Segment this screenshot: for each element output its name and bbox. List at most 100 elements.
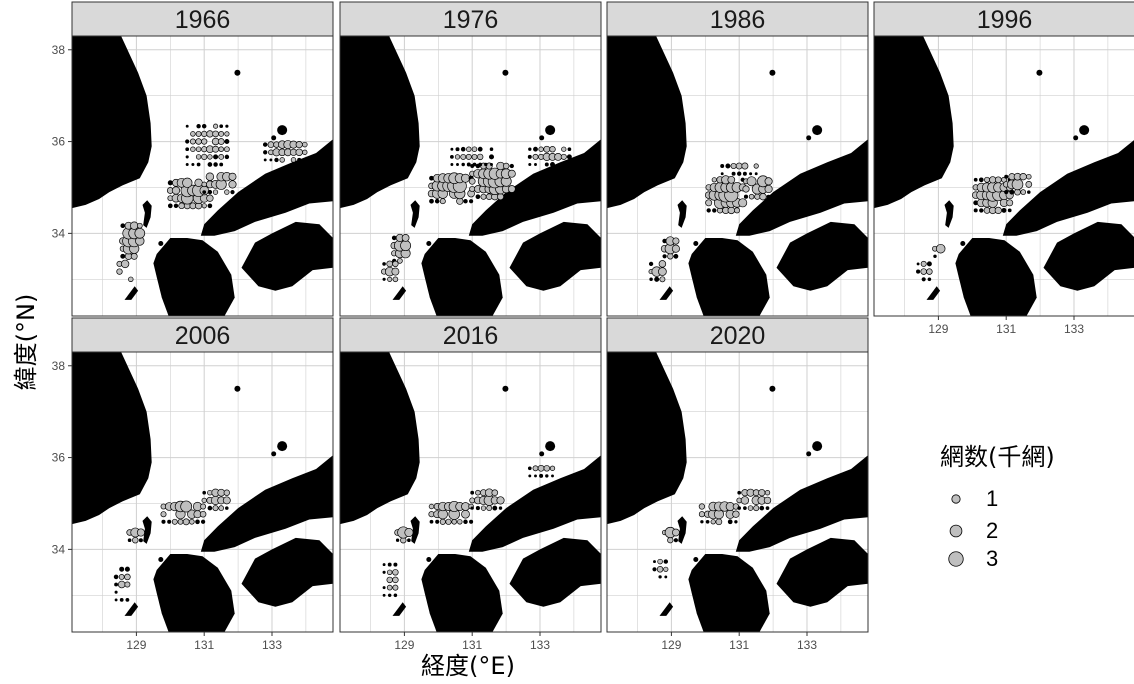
- islet: [545, 125, 556, 136]
- islet: [277, 125, 288, 136]
- effort-bubble-goto-west: [386, 260, 394, 268]
- effort-bubble-goto-west: [124, 573, 131, 581]
- effort-bubble-genkai-nada: [698, 511, 705, 518]
- effort-bubble-sanin-offshore: [740, 496, 750, 505]
- effort-bubble-sanin-offshore: [759, 505, 765, 511]
- effort-bubble-goto-west: [124, 581, 131, 588]
- effort-bubble-tsushima-west: [673, 538, 679, 543]
- effort-bubble-goto-west: [652, 567, 657, 572]
- honshu-island: [1002, 140, 1134, 236]
- effort-bubble-sanin-offshore: [475, 194, 481, 200]
- y-tick-label: 34: [52, 226, 66, 240]
- effort-bubble-north-scatter: [455, 147, 460, 152]
- effort-bubble-sanin-offshore: [202, 190, 207, 194]
- y-axis-title: 緯度(°N): [12, 294, 40, 391]
- x-tick-label: 129: [394, 638, 414, 652]
- panel-2020: 2020 129 131 133: [606, 317, 869, 652]
- effort-bubble-goto-west: [117, 580, 126, 589]
- effort-bubble-genkai-nada: [711, 177, 717, 183]
- effort-bubble-oki-east: [534, 163, 537, 166]
- effort-bubble-north-scatter: [207, 162, 213, 167]
- effort-bubble-north-scatter: [731, 171, 736, 176]
- effort-bubble-genkai-nada: [979, 208, 984, 213]
- land-masses: [340, 352, 601, 632]
- effort-bubble-genkai-nada: [167, 180, 173, 186]
- effort-bubble-goto-west: [387, 569, 393, 575]
- islet: [977, 282, 986, 291]
- islet: [710, 282, 719, 291]
- effort-bubble-sanin-offshore: [223, 489, 230, 496]
- effort-bubble-genkai-nada: [429, 175, 434, 181]
- effort-bubble-north-scatter: [725, 163, 731, 169]
- effort-bubble-genkai-nada: [173, 203, 179, 209]
- effort-bubble-tsushima-west: [671, 244, 680, 253]
- islet: [545, 441, 556, 452]
- effort-bubble-oki-east: [550, 162, 555, 167]
- effort-bubble-genkai-nada: [429, 198, 434, 204]
- effort-bubble-genkai-nada: [698, 503, 706, 510]
- islet: [539, 135, 545, 141]
- effort-bubble-goto-west: [382, 277, 386, 281]
- effort-bubble-genkai-nada: [973, 177, 978, 182]
- effort-bubble-tsushima-west: [127, 538, 132, 543]
- effort-bubble-tsushima-west: [673, 253, 679, 259]
- effort-bubble-sanin-offshore: [753, 505, 760, 512]
- effort-bubble-sanin-offshore: [225, 506, 229, 510]
- effort-bubbles: [382, 464, 556, 598]
- islet: [158, 240, 164, 246]
- facet-strip-label: 1976: [443, 6, 499, 34]
- effort-bubble-sanin-offshore: [1027, 190, 1031, 194]
- effort-bubble-genkai-nada: [973, 208, 978, 213]
- effort-bubble-genkai-nada: [715, 518, 723, 526]
- effort-bubble-oki-east: [566, 154, 572, 160]
- effort-bubble-tsushima-west: [395, 538, 400, 542]
- effort-bubble-sanin-offshore: [1004, 174, 1009, 179]
- land-masses: [607, 36, 868, 316]
- kyushu-island: [688, 238, 770, 316]
- effort-bubble-goto-west: [116, 268, 123, 275]
- kyushu-island: [955, 238, 1037, 316]
- islet: [502, 385, 509, 392]
- effort-bubble-goto-west: [663, 566, 669, 572]
- effort-bubble-tsushima-west: [391, 235, 397, 241]
- effort-bubble-goto-west: [392, 276, 399, 283]
- effort-bubble-sanin-offshore: [502, 162, 510, 170]
- effort-bubble-goto-west: [927, 277, 932, 282]
- effort-bubble-north-scatter: [753, 163, 759, 169]
- effort-bubble-genkai-nada: [161, 519, 166, 524]
- effort-bubble-tsushima-west: [933, 254, 937, 259]
- effort-bubble-oki-east: [561, 146, 567, 152]
- effort-bubble-sanin-offshore: [743, 194, 749, 199]
- panel-1986: 1986: [606, 1, 869, 317]
- effort-bubbles: [916, 172, 1033, 282]
- effort-bubble-north-scatter: [185, 155, 189, 159]
- islet: [1036, 69, 1043, 76]
- effort-bubble-goto-west: [387, 276, 393, 282]
- effort-bubble-sanin-offshore: [470, 506, 474, 510]
- facet-strip-label: 1996: [977, 6, 1033, 34]
- effort-bubble-genkai-nada: [188, 518, 195, 525]
- effort-bubble-sanin-offshore: [766, 194, 771, 199]
- effort-bubble-goto-west: [916, 269, 921, 274]
- effort-bubble-north-scatter: [185, 124, 189, 128]
- y-tick-label: 38: [52, 359, 66, 373]
- effort-bubble-north-scatter: [224, 146, 230, 153]
- effort-bubble-goto-west: [113, 574, 119, 580]
- effort-bubble-sanin-offshore: [764, 184, 773, 194]
- korean-peninsula: [607, 352, 687, 525]
- effort-bubble-genkai-nada: [200, 503, 207, 510]
- panel-1966: 1966 34 36 38: [52, 1, 334, 317]
- effort-bubble-oki-east: [544, 162, 549, 167]
- effort-bubble-sanin-offshore: [201, 497, 207, 504]
- effort-bubble-goto-west: [392, 260, 399, 268]
- effort-bubble-north-scatter: [471, 146, 478, 152]
- islet: [234, 69, 241, 76]
- effort-bubble-genkai-nada: [461, 502, 470, 511]
- effort-bubble-oki-east: [533, 146, 538, 152]
- effort-bubble-oki-east: [567, 162, 571, 167]
- effort-bubble-oki-east: [295, 148, 303, 156]
- effort-bubble-goto-west: [386, 584, 393, 591]
- islet: [271, 135, 277, 141]
- effort-bubble-north-scatter: [201, 153, 208, 160]
